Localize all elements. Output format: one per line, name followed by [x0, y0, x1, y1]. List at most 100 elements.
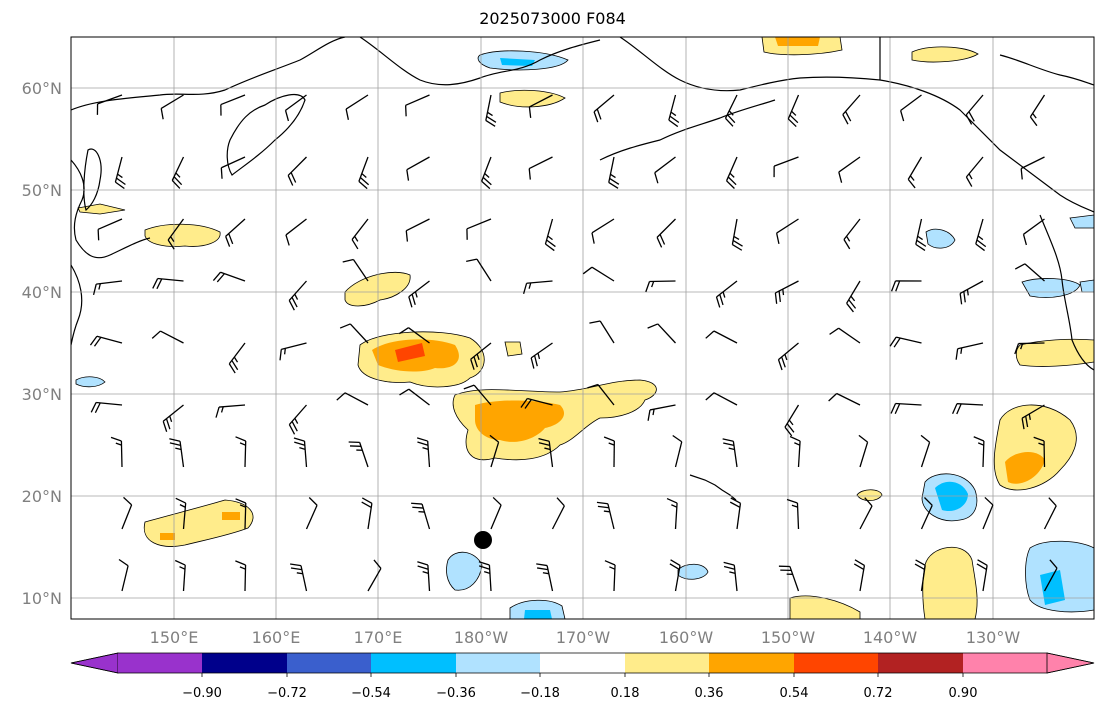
wind-barb	[778, 565, 800, 592]
wind-barb	[787, 94, 800, 128]
wind-barb	[889, 336, 922, 348]
wind-barb	[784, 404, 800, 437]
wind-barb	[890, 280, 922, 292]
wind-barb	[538, 438, 554, 468]
wind-barb	[152, 277, 184, 290]
wind-barb	[358, 156, 370, 190]
wind-barb	[890, 402, 922, 415]
north-america-coastline	[1039, 214, 1094, 371]
colorbar-swatch	[878, 653, 963, 673]
wind-barb	[288, 404, 307, 435]
lon-label: 180°W	[454, 628, 509, 647]
colorbar-swatch	[794, 653, 878, 673]
map-area	[71, 37, 1094, 619]
wind-barb	[160, 94, 184, 120]
wind-barb	[485, 94, 497, 127]
lat-label: 40°N	[22, 283, 62, 302]
lat-label: 20°N	[22, 487, 62, 506]
wind-barb	[858, 434, 869, 468]
wind-barb	[89, 335, 123, 347]
wind-barb	[587, 383, 615, 406]
colorbar-swatch	[118, 653, 202, 673]
colorbar-tick-label: 0.72	[864, 686, 893, 701]
wind-barb	[466, 218, 492, 240]
positive-anomaly-region	[856, 489, 883, 502]
wind-barb	[235, 498, 247, 530]
wind-barb	[666, 497, 678, 530]
wind-barb	[1014, 342, 1045, 355]
wind-barb	[920, 434, 931, 468]
colorbar-swatch	[625, 653, 709, 673]
wind-barb	[404, 94, 430, 117]
wind-barb	[466, 258, 492, 282]
wind-barb	[470, 342, 492, 370]
aleutian-islands	[599, 99, 776, 161]
colorbar-extend-low	[70, 652, 119, 674]
lon-label: 140°W	[863, 628, 918, 647]
longitude-labels: 150°E 160°E 170°E 180°W 170°W 160°W 150°…	[150, 628, 1021, 647]
colorbar-tick-label: 0.36	[695, 686, 724, 701]
wind-barb	[114, 156, 126, 190]
wind-barb	[604, 560, 616, 592]
positive-anomaly-region	[395, 343, 425, 362]
wind-barb	[408, 280, 430, 308]
wind-barb	[589, 320, 615, 344]
wind-barb	[647, 323, 676, 344]
positive-anomaly-region	[1005, 451, 1045, 484]
alaska-coastline	[619, 37, 1094, 213]
wind-barb	[1043, 497, 1057, 530]
wind-barb	[729, 497, 742, 530]
wind-barb	[220, 94, 246, 116]
map-frame	[70, 36, 1095, 620]
wind-barb	[345, 94, 369, 120]
colorbar-swatch	[371, 653, 456, 673]
negative-anomaly-region	[1079, 279, 1094, 293]
positive-anomaly-region	[789, 595, 861, 619]
negative-anomaly-region	[446, 551, 483, 591]
wind-barb-layer	[89, 94, 1058, 592]
wind-barb	[361, 497, 373, 530]
wind-barb	[593, 94, 615, 123]
wind-barb	[279, 342, 307, 361]
wind-barb	[705, 392, 738, 406]
negative-anomaly-region	[509, 599, 566, 619]
wind-barb	[536, 563, 554, 592]
wind-barb	[843, 218, 861, 250]
graticule	[71, 37, 1094, 619]
negative-anomaly-region	[524, 610, 552, 619]
wind-barb	[416, 437, 431, 468]
wind-barb	[293, 437, 308, 468]
wind-barb	[551, 497, 565, 530]
negative-anomaly-region	[1069, 214, 1094, 229]
wind-barb	[342, 258, 369, 282]
lon-label: 150°W	[761, 628, 816, 647]
wind-barb	[1020, 156, 1045, 180]
lon-label: 130°W	[966, 628, 1021, 647]
wind-barb	[351, 218, 369, 250]
wind-barb	[522, 280, 553, 295]
wind-barb	[645, 280, 676, 293]
wind-barb	[463, 384, 492, 406]
wind-barb	[608, 156, 620, 189]
wind-barb	[900, 94, 922, 122]
negative-anomaly-region	[1021, 278, 1081, 298]
wind-barb	[955, 342, 984, 360]
wind-barb	[151, 330, 184, 344]
japan-coastline	[83, 148, 102, 212]
wind-barb	[220, 156, 246, 179]
negative-anomaly-region	[925, 228, 956, 249]
lon-label: 150°E	[150, 628, 199, 647]
colorbar-swatch	[963, 653, 1047, 673]
wind-barb	[976, 559, 988, 592]
wind-barb	[647, 404, 676, 421]
positive-anomaly-region	[504, 341, 523, 357]
wind-barb	[842, 94, 861, 125]
wind-barb	[287, 156, 307, 186]
wind-barb	[398, 327, 430, 344]
wind-barb	[965, 156, 984, 187]
wind-barb	[235, 560, 247, 592]
wind-barb	[914, 559, 926, 592]
wind-barb	[725, 156, 738, 189]
wind-barb	[284, 94, 307, 122]
